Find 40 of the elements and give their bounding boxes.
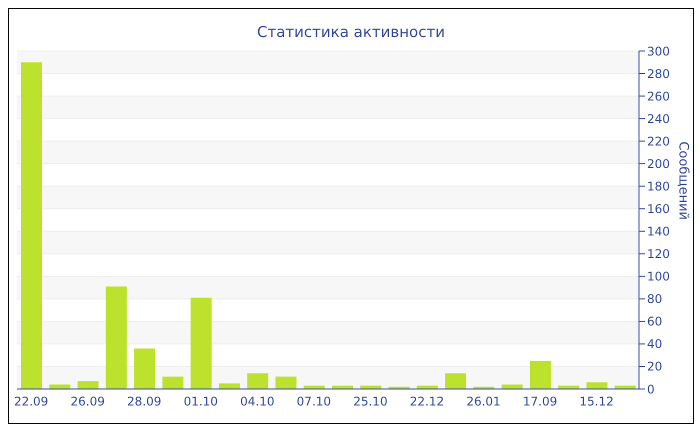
bar <box>586 382 608 389</box>
y-tick-label: 160 <box>647 202 670 216</box>
y-tick-label: 180 <box>647 179 670 194</box>
bar <box>106 286 127 389</box>
y-tick-label: 60 <box>647 314 662 329</box>
x-tick-label: 25.10 <box>353 394 388 409</box>
y-tick-label: 140 <box>647 224 670 239</box>
bar <box>530 360 551 389</box>
y-tick-label: 260 <box>647 89 670 104</box>
bar <box>162 376 184 389</box>
y-tick-label: 200 <box>647 156 670 171</box>
x-tick-label: 04.10 <box>240 394 274 409</box>
x-tick-label: 07.10 <box>296 394 332 409</box>
chart-title: Статистика активности <box>256 23 446 43</box>
y-tick-label: 240 <box>647 112 670 126</box>
y-tick-label: 280 <box>647 66 670 81</box>
bar <box>78 381 99 389</box>
x-tick-label: 26.01 <box>466 394 501 409</box>
bar <box>134 348 156 389</box>
y-tick-label: 40 <box>647 337 662 352</box>
y-tick-label: 220 <box>647 134 670 148</box>
y-tick-label: 0 <box>647 382 655 396</box>
bar <box>190 298 212 389</box>
y-axis-title: Сообщений <box>675 141 690 220</box>
x-tick-label: 22.09 <box>14 394 48 409</box>
x-tick-label: 01.10 <box>184 394 218 409</box>
x-tick-label: 28.09 <box>127 394 162 409</box>
bar <box>445 373 466 389</box>
y-tick-label: 20 <box>647 360 662 374</box>
y-tick-label: 80 <box>647 292 662 306</box>
x-tick-label: 15.12 <box>579 394 614 409</box>
x-tick-label: 22.12 <box>410 394 444 409</box>
bar <box>275 376 296 389</box>
x-tick-label: 26.09 <box>70 394 105 409</box>
y-tick-label: 300 <box>647 44 670 58</box>
x-tick-label: 17.09 <box>522 394 558 409</box>
y-tick-label: 120 <box>647 247 670 262</box>
y-tick-label: 100 <box>647 270 670 284</box>
bar <box>21 62 42 389</box>
bar <box>247 373 268 389</box>
